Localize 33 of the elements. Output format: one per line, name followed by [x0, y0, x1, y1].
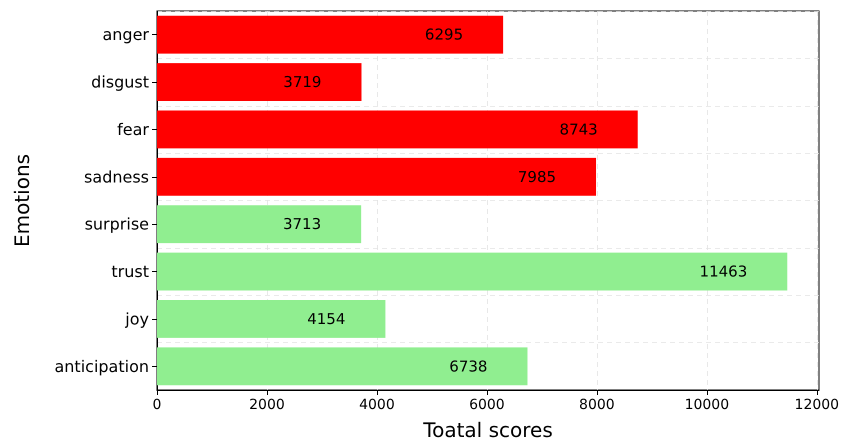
data-label: 7985 — [518, 168, 556, 186]
bar — [157, 110, 638, 148]
y-axis-title: Emotions — [10, 154, 34, 248]
data-label: 6295 — [424, 26, 464, 44]
bar — [157, 63, 362, 102]
y-tick-label: surprise — [84, 214, 149, 234]
x-tick-label: 10000 — [684, 397, 730, 413]
bar — [157, 205, 362, 244]
data-label: 6738 — [449, 357, 488, 376]
y-tick-label: anticipation — [54, 356, 149, 376]
data-label: 3719 — [283, 73, 322, 92]
x-tick-label: 6000 — [469, 397, 505, 413]
y-tick-label: joy — [124, 309, 149, 328]
x-axis-title: Toatal scores — [422, 418, 553, 442]
y-tick-label: sadness — [84, 167, 149, 186]
bar — [157, 158, 596, 196]
x-tick-label: 0 — [152, 397, 162, 413]
y-tick-label: trust — [111, 262, 149, 282]
bar — [157, 347, 528, 386]
data-label: 4154 — [307, 310, 346, 328]
x-tick-label: 8000 — [579, 397, 615, 413]
y-tick-label: fear — [117, 120, 150, 139]
data-label: 8743 — [560, 120, 598, 138]
bar — [157, 300, 386, 338]
data-label: 11463 — [700, 262, 748, 281]
y-tick-label: disgust — [91, 72, 149, 92]
x-tick-label: 2000 — [249, 397, 285, 413]
data-label: 3713 — [282, 215, 322, 234]
x-tick-label: 4000 — [359, 397, 395, 413]
x-tick-label: 12000 — [794, 397, 840, 413]
y-tick-label: anger — [102, 25, 150, 44]
bar — [157, 16, 504, 54]
bar — [157, 252, 788, 291]
